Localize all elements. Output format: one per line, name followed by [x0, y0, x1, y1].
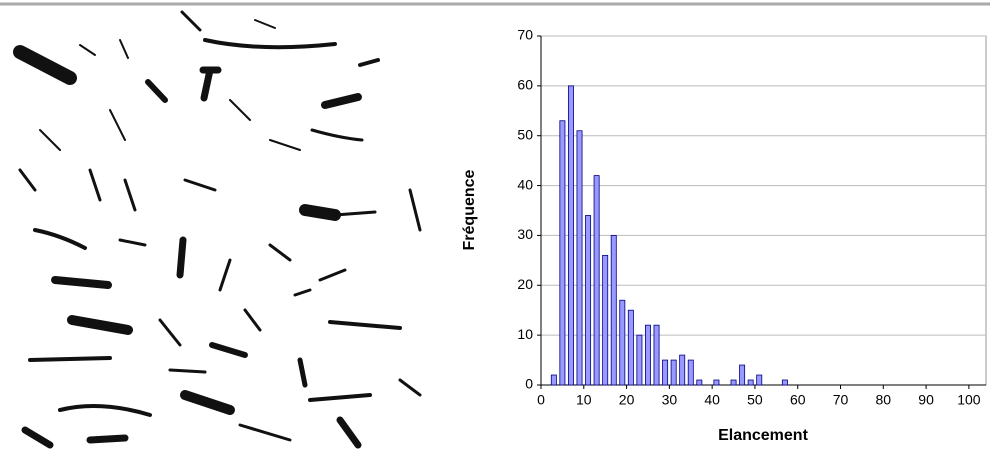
bar — [550, 374, 557, 386]
fiber — [180, 390, 235, 415]
bar — [781, 379, 788, 386]
fiber — [158, 308, 262, 374]
bar — [662, 359, 669, 386]
fiber — [293, 268, 347, 297]
bar — [739, 364, 746, 386]
x-tick-label: 20 — [619, 392, 635, 408]
x-tick-label: 70 — [833, 392, 849, 408]
fiber — [297, 357, 308, 388]
bar — [687, 359, 694, 386]
y-tick-label: 40 — [517, 176, 533, 192]
fiber — [333, 210, 377, 217]
fiber — [51, 276, 112, 289]
bar — [747, 379, 754, 386]
bar — [585, 215, 592, 386]
y-tick-label: 60 — [517, 77, 533, 93]
bar — [730, 379, 737, 386]
bar — [645, 324, 651, 386]
bar — [619, 299, 626, 386]
bar — [653, 324, 660, 386]
fiber — [358, 58, 380, 67]
fiber — [118, 238, 292, 292]
y-tick-label: 0 — [525, 376, 533, 392]
x-tick-label: 0 — [537, 392, 545, 408]
y-tick-label: 70 — [517, 27, 533, 43]
fiber — [13, 45, 77, 85]
fiber — [180, 10, 202, 32]
fiber — [209, 342, 248, 358]
x-tick-label: 90 — [918, 392, 934, 408]
fiber — [238, 188, 422, 442]
fiber — [321, 93, 362, 109]
y-tick-label: 20 — [517, 276, 533, 292]
fiber — [79, 19, 276, 59]
fiber — [199, 66, 222, 102]
fiber — [328, 320, 402, 330]
x-tick-label: 80 — [876, 392, 892, 408]
bar — [756, 374, 763, 386]
y-tick-label: 30 — [517, 226, 533, 242]
bar — [602, 254, 609, 386]
x-tick-label: 100 — [957, 392, 981, 408]
fiber — [299, 204, 341, 221]
bar — [670, 359, 677, 386]
fiber — [58, 404, 152, 417]
fiber — [18, 168, 217, 212]
bar — [593, 175, 600, 386]
fiber-image — [13, 10, 422, 449]
fiber — [21, 416, 362, 449]
bar — [576, 130, 583, 386]
x-tick-label: 30 — [662, 392, 678, 408]
bar — [679, 354, 686, 386]
x-tick-label: 40 — [704, 392, 720, 408]
fiber — [33, 228, 87, 250]
bar — [636, 334, 643, 386]
y-axis-label: Fréquence — [461, 169, 478, 250]
fiber — [308, 393, 372, 402]
bar — [696, 379, 703, 386]
x-axis-label: Elancement — [718, 427, 808, 444]
fiber — [39, 99, 301, 151]
fiber — [28, 356, 112, 362]
bar — [559, 120, 566, 386]
x-tick-label: 60 — [790, 392, 806, 408]
bar — [627, 309, 634, 386]
bar — [610, 235, 617, 386]
chart: Elancement Fréquence 0 10 20 30 40 50 60 70 0 10 2… — [461, 27, 987, 444]
fiber — [67, 315, 133, 335]
bar — [713, 379, 720, 386]
y-tick-label: 50 — [517, 126, 533, 142]
x-tick-label: 10 — [576, 392, 592, 408]
fiber — [310, 128, 364, 142]
fiber — [176, 236, 187, 279]
bar — [567, 85, 574, 386]
y-tick-label: 10 — [517, 326, 533, 342]
fiber — [203, 38, 337, 50]
fiber — [145, 79, 168, 103]
x-tick-label: 50 — [747, 392, 763, 408]
